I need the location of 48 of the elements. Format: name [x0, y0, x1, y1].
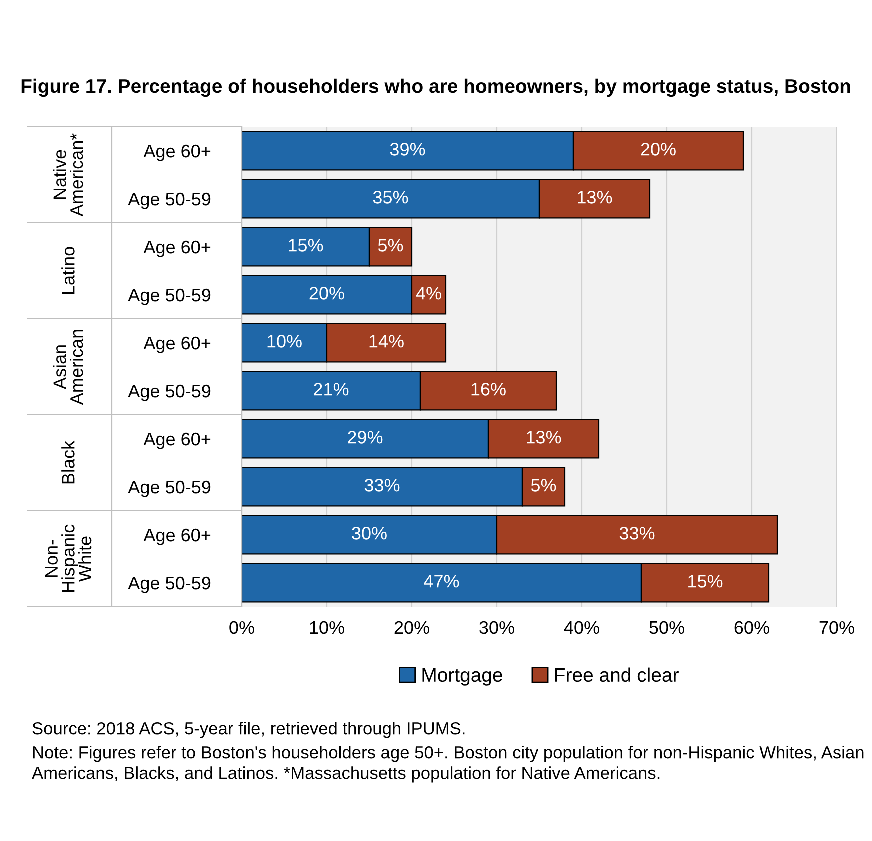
data-label: 4% — [416, 287, 442, 300]
data-label: 13% — [527, 431, 562, 444]
data-label: 14% — [370, 335, 404, 348]
data-label: 15% — [289, 239, 324, 252]
data-label: 13% — [578, 191, 612, 204]
x-tick-label: 10% — [310, 621, 344, 634]
data-label: 10% — [268, 335, 302, 348]
y-tick-label: Age 60+ — [144, 144, 211, 162]
y-tick-label: Age 50-59 — [128, 288, 211, 306]
data-label: 5% — [531, 479, 556, 492]
data-label: 33% — [620, 527, 655, 540]
y-tick-label: Age 60+ — [144, 240, 211, 258]
data-label: 20% — [641, 143, 676, 156]
x-tick-label: 0% — [230, 621, 254, 634]
data-label: 30% — [352, 527, 387, 540]
y-tick-label: Age 50-59 — [128, 384, 211, 402]
data-label: 16% — [472, 383, 506, 396]
chart-title: Figure 17. Percentage of householders who are homeowners, by mortgage status, Boston — [22, 78, 850, 98]
x-tick-label: 20% — [394, 621, 430, 634]
y-tick-label: Age 60+ — [144, 528, 211, 546]
data-label: 35% — [373, 191, 408, 204]
data-label: 21% — [314, 383, 349, 396]
text: Asian American — [53, 330, 84, 406]
y-tick-label: Age 60+ — [144, 336, 211, 354]
text: Native American* — [53, 134, 84, 217]
x-tick-label: 40% — [564, 621, 600, 634]
legend-label: Mortgage — [422, 668, 502, 686]
data-label: 5% — [378, 239, 404, 252]
y-tick-label: Age 60+ — [144, 432, 211, 450]
y-tick-label: Age 50-59 — [128, 576, 211, 594]
data-label: 47% — [424, 575, 460, 588]
data-label: 33% — [364, 479, 400, 492]
y-tick-label: Age 50-59 — [128, 480, 211, 498]
y-tick-label: Age 50-59 — [128, 192, 211, 210]
text: Latino — [62, 247, 75, 294]
source-note: Source: 2018 ACS, 5-year file, retrieved through IPUMS. — [32, 722, 465, 738]
x-tick-label: 30% — [480, 621, 514, 634]
x-tick-label: 60% — [734, 621, 770, 634]
data-label: 29% — [348, 431, 383, 444]
data-label: 20% — [310, 287, 344, 300]
x-tick-label: 50% — [650, 621, 684, 634]
x-tick-label: 70% — [820, 621, 854, 634]
data-label: 15% — [688, 575, 723, 588]
text: Non- Hispanic White — [45, 524, 92, 592]
text: Note: Figures refer to Boston's householders age 50+. Boston city population for non-Hispanic Whites, Asian Americans, Blacks, and Latinos. *Massachusetts population for Native Americans. — [32, 746, 864, 783]
text: Black — [62, 440, 75, 484]
legend-label: Free and clear — [555, 668, 679, 682]
data-label: 39% — [390, 143, 426, 156]
